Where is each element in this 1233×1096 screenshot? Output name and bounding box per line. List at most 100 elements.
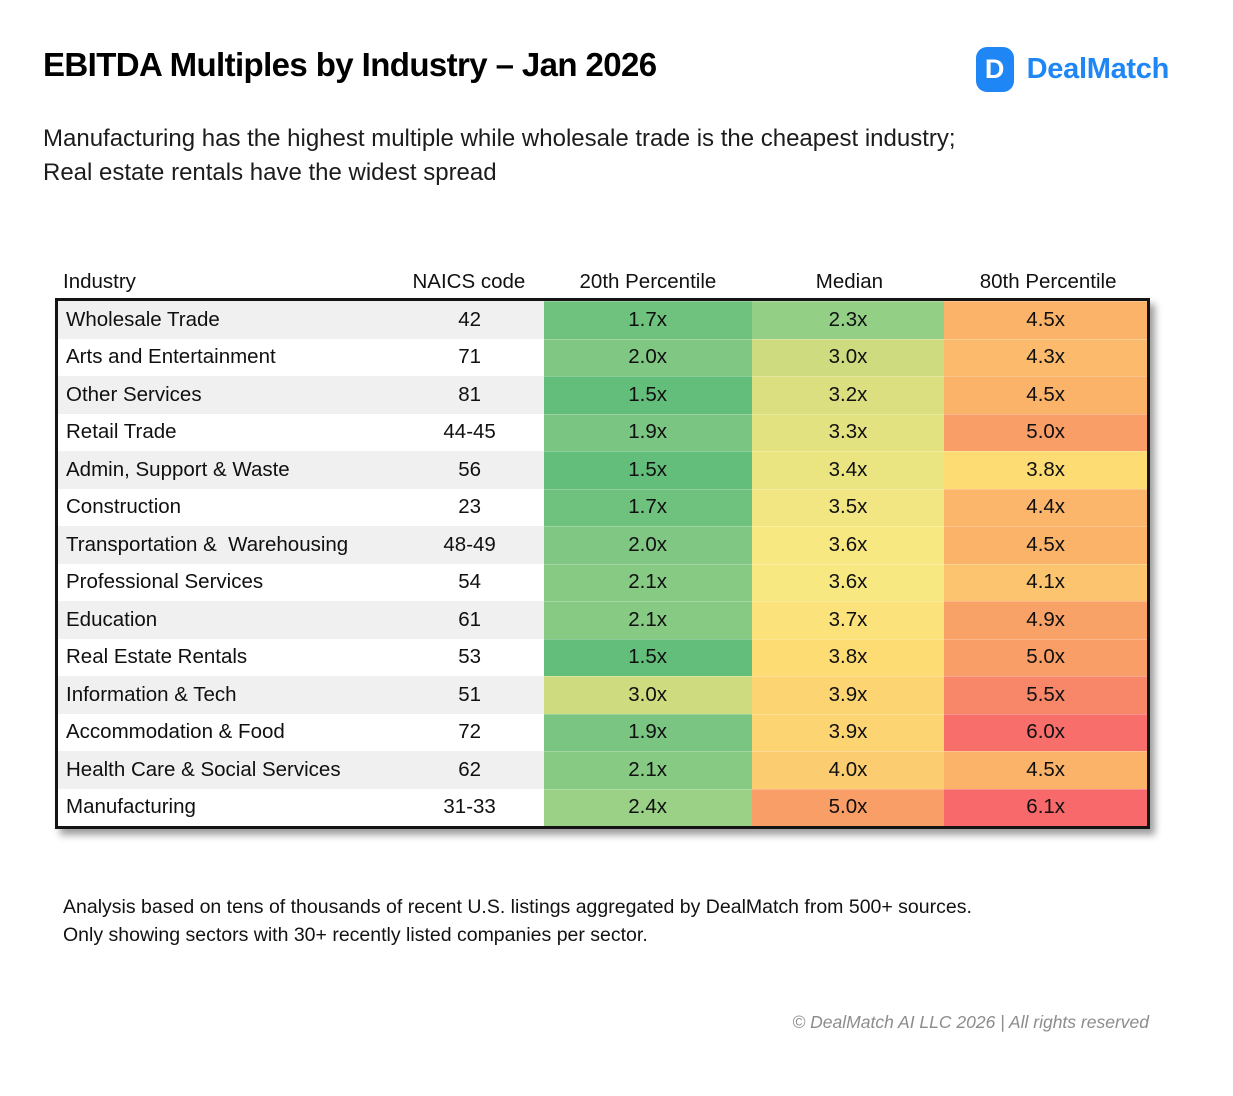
p80-cell: 4.5x: [944, 301, 1147, 339]
multiples-table: Industry NAICS code 20th Percentile Median 8…: [55, 266, 1150, 829]
p20-cell: 1.5x: [543, 376, 752, 414]
p80-cell: 6.1x: [944, 788, 1147, 826]
p20-cell: 2.4x: [543, 788, 752, 826]
table-row: Information & Tech 51 3.0x 3.9x 5.5x: [58, 676, 1147, 714]
p20-cell: 2.0x: [543, 526, 752, 564]
median-cell: 3.8x: [751, 638, 945, 676]
p20-cell: 1.5x: [543, 451, 752, 489]
table-row: Transportation & Warehousing 48-49 2.0x 3.6…: [58, 526, 1147, 564]
p20-cell: 1.9x: [543, 713, 752, 751]
column-header: Industry: [63, 270, 136, 293]
industry-cell: Other Services: [58, 376, 396, 414]
p80-cell: 4.9x: [944, 601, 1147, 639]
p80-cell: 5.5x: [944, 676, 1147, 714]
p80-cell: 4.5x: [944, 751, 1147, 789]
p20-cell: 2.1x: [543, 563, 752, 601]
median-cell: 3.9x: [751, 713, 945, 751]
column-header: NAICS code: [412, 270, 526, 293]
industry-cell: Health Care & Social Services: [58, 751, 396, 789]
table-row: Arts and Entertainment 71 2.0x 3.0x 4.3x: [58, 338, 1147, 376]
p80-cell: 5.0x: [944, 638, 1147, 676]
header: EBITDA Multiples by Industry – Jan 2026 …: [0, 0, 1233, 92]
column-header: 80th Percentile: [979, 270, 1117, 293]
naics-cell: 42: [395, 301, 544, 339]
p80-cell: 4.3x: [944, 338, 1147, 376]
table-row: Manufacturing 31-33 2.4x 5.0x 6.1x: [58, 788, 1147, 826]
median-cell: 3.5x: [751, 488, 945, 526]
p80-cell: 6.0x: [944, 713, 1147, 751]
naics-cell: 54: [395, 563, 544, 601]
table-row: Wholesale Trade 42 1.7x 2.3x 4.5x: [58, 301, 1147, 339]
copyright: © DealMatch AI LLC 2026 | All rights res…: [792, 1012, 1149, 1032]
median-cell: 3.7x: [751, 601, 945, 639]
median-cell: 2.3x: [751, 301, 945, 339]
p80-cell: 4.5x: [944, 526, 1147, 564]
industry-cell: Manufacturing: [58, 788, 396, 826]
industry-cell: Arts and Entertainment: [58, 338, 396, 376]
logo-letter: D: [984, 54, 1005, 84]
column-header: 20th Percentile: [579, 270, 717, 293]
median-cell: 3.4x: [751, 451, 945, 489]
median-cell: 3.3x: [751, 413, 945, 451]
naics-cell: 72: [395, 713, 544, 751]
dealmatch-logo-icon: D: [975, 47, 1014, 92]
industry-cell: Admin, Support & Waste: [58, 451, 396, 489]
table-body: Wholesale Trade 42 1.7x 2.3x 4.5x Arts and En…: [55, 298, 1150, 829]
median-cell: 3.9x: [751, 676, 945, 714]
median-cell: 3.6x: [751, 526, 945, 564]
industry-cell: Retail Trade: [58, 413, 396, 451]
page-title: EBITDA Multiples by Industry – Jan 2026: [43, 46, 657, 83]
column-header: Median: [815, 270, 884, 293]
naics-cell: 62: [395, 751, 544, 789]
median-cell: 3.2x: [751, 376, 945, 414]
industry-cell: Construction: [58, 488, 396, 526]
p80-cell: 5.0x: [944, 413, 1147, 451]
table-row: Real Estate Rentals 53 1.5x 3.8x 5.0x: [58, 638, 1147, 676]
table-row: Professional Services 54 2.1x 3.6x 4.1x: [58, 563, 1147, 601]
table-row: Retail Trade 44-45 1.9x 3.3x 5.0x: [58, 413, 1147, 451]
industry-cell: Wholesale Trade: [58, 301, 396, 339]
naics-cell: 71: [395, 338, 544, 376]
p20-cell: 2.1x: [543, 601, 752, 639]
median-cell: 3.6x: [751, 563, 945, 601]
table-row: Other Services 81 1.5x 3.2x 4.5x: [58, 376, 1147, 414]
industry-cell: Accommodation & Food: [58, 713, 396, 751]
naics-cell: 51: [395, 676, 544, 714]
subtitle: Manufacturing has the highest multiple w…: [43, 125, 956, 186]
naics-cell: 31-33: [395, 788, 544, 826]
median-cell: 3.0x: [751, 338, 945, 376]
naics-cell: 61: [395, 601, 544, 639]
dealmatch-logo: D DealMatch: [975, 47, 1170, 92]
industry-cell: Information & Tech: [58, 676, 396, 714]
table-row: Admin, Support & Waste 56 1.5x 3.4x 3.8x: [58, 451, 1147, 489]
naics-cell: 48-49: [395, 526, 544, 564]
naics-cell: 53: [395, 638, 544, 676]
p20-cell: 1.5x: [543, 638, 752, 676]
naics-cell: 81: [395, 376, 544, 414]
p80-cell: 4.5x: [944, 376, 1147, 414]
industry-cell: Real Estate Rentals: [58, 638, 396, 676]
p20-cell: 3.0x: [543, 676, 752, 714]
p80-cell: 4.4x: [944, 488, 1147, 526]
table-row: Education 61 2.1x 3.7x 4.9x: [58, 601, 1147, 639]
naics-cell: 23: [395, 488, 544, 526]
median-cell: 5.0x: [751, 788, 945, 826]
p80-cell: 3.8x: [944, 451, 1147, 489]
p20-cell: 2.0x: [543, 338, 752, 376]
naics-cell: 56: [395, 451, 544, 489]
p20-cell: 1.7x: [543, 488, 752, 526]
naics-cell: 44-45: [395, 413, 544, 451]
dealmatch-logo-text: DealMatch: [1026, 53, 1170, 85]
industry-cell: Professional Services: [58, 563, 396, 601]
table-header-row: Industry NAICS code 20th Percentile Median 8…: [55, 266, 1150, 298]
footnote: Analysis based on tens of thousands of r…: [63, 896, 972, 946]
p20-cell: 2.1x: [543, 751, 752, 789]
table-row: Construction 23 1.7x 3.5x 4.4x: [58, 488, 1147, 526]
p20-cell: 1.7x: [543, 301, 752, 339]
table-row: Accommodation & Food 72 1.9x 3.9x 6.0x: [58, 713, 1147, 751]
industry-cell: Education: [58, 601, 396, 639]
industry-cell: Transportation & Warehousing: [58, 526, 396, 564]
table-row: Health Care & Social Services 62 2.1x 4.0x 4…: [58, 751, 1147, 789]
p80-cell: 4.1x: [944, 563, 1147, 601]
